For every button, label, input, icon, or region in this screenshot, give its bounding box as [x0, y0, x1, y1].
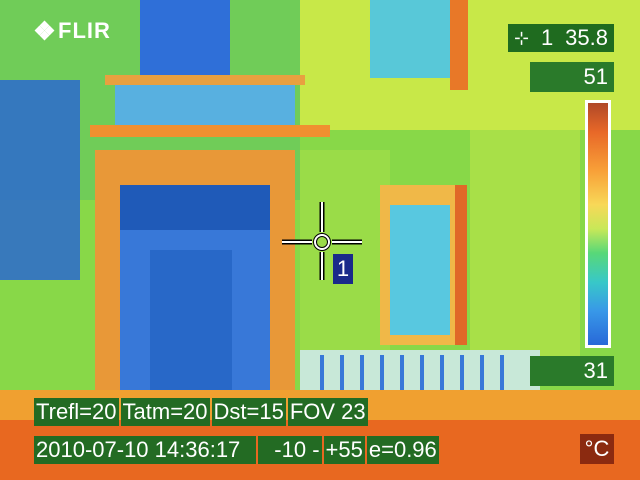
- fov-value: FOV 23: [287, 398, 368, 426]
- range-high: +55: [323, 436, 365, 464]
- trefl-value: Trefl=20: [34, 398, 119, 426]
- status-row: 2010-07-10 14:36:17 -10 - +55 e=0.96: [34, 436, 439, 464]
- distance-value: Dst=15: [211, 398, 286, 426]
- flir-diamond-icon: [34, 20, 55, 41]
- spot-crosshair-icon: ⊹: [514, 28, 530, 48]
- flir-logo: FLIR: [34, 18, 111, 44]
- color-scale-bar: [585, 100, 611, 348]
- parameter-row: Trefl=20 Tatm=20 Dst=15 FOV 23: [34, 398, 368, 426]
- range-low: -10 -: [258, 436, 322, 464]
- scale-max: 51: [530, 62, 614, 92]
- logo-text: FLIR: [58, 18, 111, 43]
- spot-index: 1: [541, 25, 554, 50]
- datetime: 2010-07-10 14:36:17: [34, 436, 257, 464]
- spot-label: 1: [333, 254, 353, 284]
- tatm-value: Tatm=20: [120, 398, 210, 426]
- temperature-unit: °C: [580, 434, 614, 464]
- spot-crosshair: [282, 202, 362, 280]
- emissivity: e=0.96: [366, 436, 439, 464]
- scale-min: 31: [530, 356, 614, 386]
- spot-readout: ⊹ 1 35.8: [508, 24, 614, 52]
- spot-value: 35.8: [565, 25, 608, 50]
